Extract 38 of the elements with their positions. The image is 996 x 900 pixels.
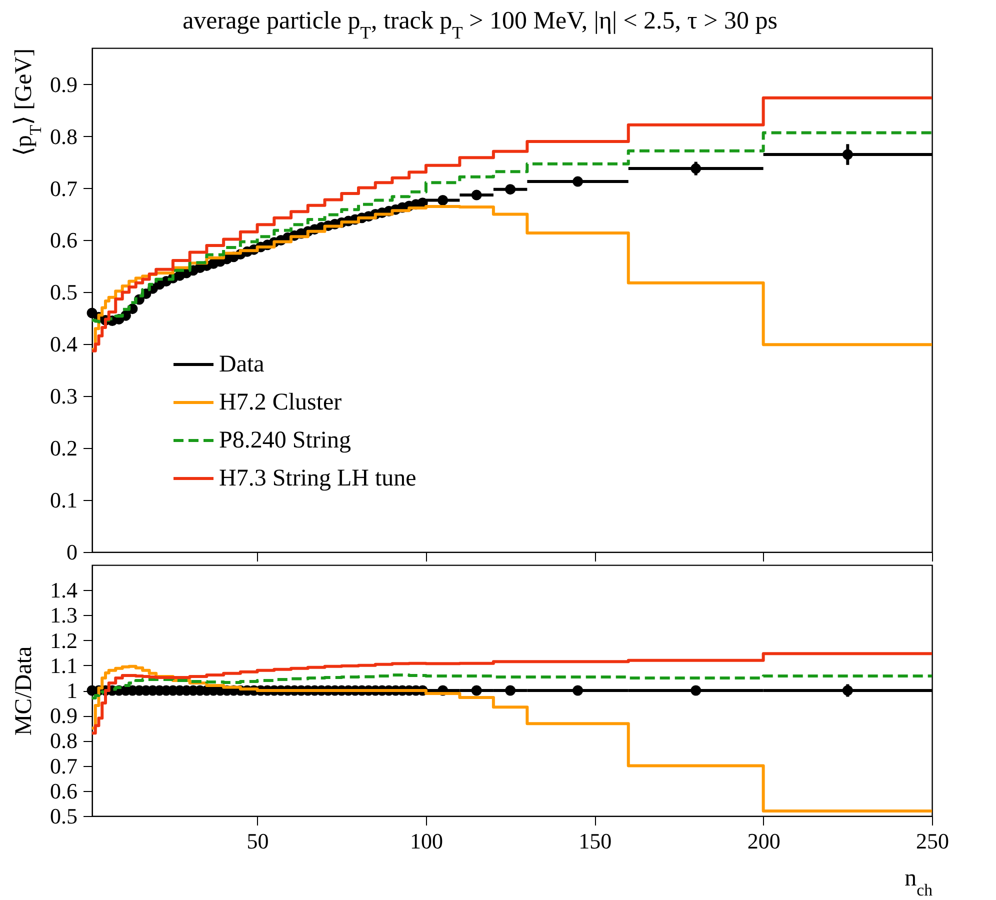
x-axis-title: n$_{ch}$ — [904, 866, 934, 899]
y-tick-label: 0 — [66, 540, 78, 564]
point — [505, 184, 516, 195]
point — [842, 149, 853, 160]
y-tick-label: 0.4 — [50, 332, 78, 357]
y-tick-label: 0.1 — [50, 488, 78, 513]
y-tick-label: 1.4 — [50, 578, 78, 603]
chart-title: average particle p$_{T}$, track p$_{T}$ > 100 MeV, |η| < 2.5, τ > 30 ps — [182, 7, 778, 42]
y-tick-label: 1.3 — [50, 602, 78, 628]
x-tick-label: 100 — [410, 828, 443, 854]
y-tick-label: 1.2 — [50, 628, 78, 653]
y-tick-label: 0.2 — [50, 436, 78, 461]
legend-label: H7.2 Cluster — [219, 390, 342, 416]
y-axis-title: MC/Data — [11, 646, 37, 736]
y-tick-label: 0.9 — [50, 72, 78, 97]
legend-label: P8.240 String — [219, 428, 352, 454]
point — [438, 195, 448, 206]
y-tick-label: 0.9 — [50, 703, 78, 728]
x-tick-label: 50 — [246, 828, 269, 854]
y-tick-label: 0.6 — [50, 228, 78, 253]
y-tick-label: 0.5 — [50, 280, 78, 305]
y-tick-label: 0.8 — [50, 728, 78, 754]
y-tick-label: 0.8 — [50, 124, 78, 149]
y-tick-label: 0.7 — [50, 753, 78, 778]
y-tick-label: 1.1 — [50, 652, 78, 678]
y-tick-label: 0.5 — [50, 804, 78, 828]
x-tick-label: 200 — [747, 828, 780, 854]
point — [572, 176, 584, 187]
point — [471, 190, 482, 200]
y-tick-label: 1 — [66, 678, 78, 703]
x-tick-label: 250 — [916, 828, 949, 854]
x-tick-label: 150 — [578, 828, 612, 854]
legend-label: H7.3 String LH tune — [219, 466, 416, 492]
y-tick-label: 0.3 — [50, 384, 78, 409]
y-tick-label: 0.6 — [50, 778, 78, 804]
point — [690, 163, 702, 174]
y-tick-label: 0.7 — [50, 176, 78, 201]
legend-label: Data — [219, 352, 265, 378]
